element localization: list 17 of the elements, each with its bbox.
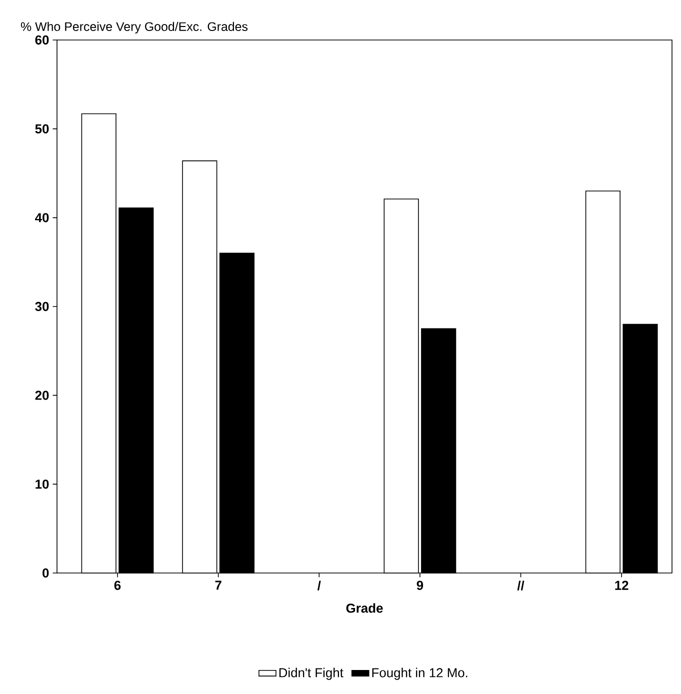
y-tick-label: 40 [35,213,49,222]
y-axis-title: % Who Perceive Very Good/Exc. Grades [20,22,248,34]
x-tick-label: 9 [416,580,424,590]
y-tick-label: 60 [35,35,49,45]
x-axis-title: Grade [346,603,383,613]
x-tick-label: 12 [615,580,628,590]
x-tick-label: // [517,580,524,590]
x-tick-label: / [317,580,321,590]
x-tick-label: 7 [215,580,222,590]
y-tick-label: 50 [35,124,49,134]
y-tick-label: 0 [42,568,49,578]
y-tick-label: 10 [36,480,49,489]
y-tick-label: 20 [35,390,49,400]
y-tick-label: 30 [35,302,49,312]
x-tick-label: 6 [114,580,121,590]
legend-label: Didn't Fight [279,668,344,680]
legend-label: Fought in 12 Mo. [372,668,468,680]
